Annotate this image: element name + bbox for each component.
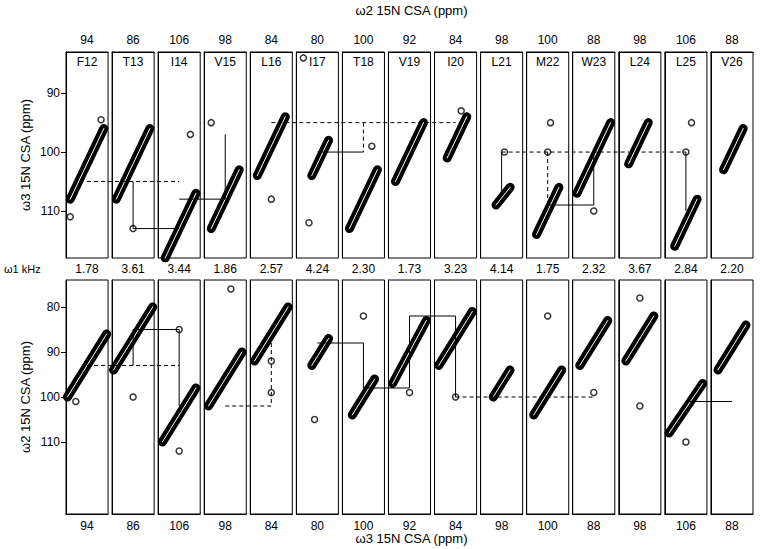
svg-text:100: 100 xyxy=(353,33,373,47)
svg-text:90: 90 xyxy=(47,345,61,359)
svg-text:T18: T18 xyxy=(353,55,374,69)
svg-text:ω2 15N CSA (ppm): ω2 15N CSA (ppm) xyxy=(18,341,33,453)
svg-text:2.20: 2.20 xyxy=(720,262,744,276)
svg-text:M22: M22 xyxy=(536,55,560,69)
svg-text:100: 100 xyxy=(538,519,558,533)
svg-text:92: 92 xyxy=(403,33,417,47)
svg-text:ω3 15N CSA (ppm): ω3 15N CSA (ppm) xyxy=(355,531,467,546)
svg-text:L16: L16 xyxy=(261,55,281,69)
svg-text:88: 88 xyxy=(587,33,601,47)
svg-text:3.67: 3.67 xyxy=(628,262,652,276)
svg-text:1.73: 1.73 xyxy=(398,262,422,276)
svg-text:88: 88 xyxy=(725,519,739,533)
svg-text:100: 100 xyxy=(40,145,60,159)
svg-text:86: 86 xyxy=(126,519,140,533)
svg-text:L25: L25 xyxy=(676,55,696,69)
svg-text:106: 106 xyxy=(169,519,189,533)
svg-text:80: 80 xyxy=(311,519,325,533)
svg-text:3.61: 3.61 xyxy=(121,262,145,276)
svg-text:110: 110 xyxy=(41,435,60,449)
svg-text:ω1 kHz: ω1 kHz xyxy=(4,263,41,275)
svg-text:ω2 15N CSA (ppm): ω2 15N CSA (ppm) xyxy=(355,3,467,18)
svg-text:98: 98 xyxy=(495,33,509,47)
svg-text:I17: I17 xyxy=(309,55,326,69)
svg-text:1.86: 1.86 xyxy=(214,262,238,276)
svg-text:84: 84 xyxy=(265,33,279,47)
svg-text:V15: V15 xyxy=(215,55,237,69)
svg-text:100: 100 xyxy=(353,519,374,533)
svg-text:80: 80 xyxy=(311,33,325,47)
svg-text:V26: V26 xyxy=(721,55,743,69)
svg-text:4.14: 4.14 xyxy=(490,262,514,276)
svg-text:2.84: 2.84 xyxy=(674,262,698,276)
svg-text:1.75: 1.75 xyxy=(536,262,560,276)
svg-text:84: 84 xyxy=(265,519,279,533)
svg-text:3.44: 3.44 xyxy=(167,262,191,276)
svg-text:1.78: 1.78 xyxy=(75,262,99,276)
svg-text:84: 84 xyxy=(449,33,463,47)
svg-text:80: 80 xyxy=(47,300,61,314)
svg-text:86: 86 xyxy=(126,33,140,47)
svg-text:2.57: 2.57 xyxy=(260,262,284,276)
svg-text:100: 100 xyxy=(538,33,558,47)
svg-text:84: 84 xyxy=(448,519,463,533)
svg-text:2.32: 2.32 xyxy=(582,262,606,276)
svg-text:98: 98 xyxy=(219,33,233,47)
svg-text:106: 106 xyxy=(676,33,696,47)
svg-text:98: 98 xyxy=(495,519,509,533)
svg-text:88: 88 xyxy=(725,33,739,47)
svg-text:106: 106 xyxy=(169,33,189,47)
svg-text:2.30: 2.30 xyxy=(352,262,376,276)
svg-text:3.23: 3.23 xyxy=(444,262,468,276)
svg-text:92: 92 xyxy=(402,519,417,533)
svg-text:ω3 15N CSA (ppm): ω3 15N CSA (ppm) xyxy=(18,99,33,211)
svg-text:110: 110 xyxy=(41,204,60,218)
svg-text:I20: I20 xyxy=(447,55,464,69)
svg-text:F12: F12 xyxy=(77,55,98,69)
svg-text:90: 90 xyxy=(47,86,61,100)
svg-text:100: 100 xyxy=(40,390,60,404)
svg-text:98: 98 xyxy=(633,33,647,47)
svg-text:W23: W23 xyxy=(581,55,606,69)
svg-text:T13: T13 xyxy=(123,55,144,69)
svg-text:L24: L24 xyxy=(630,55,650,69)
svg-text:98: 98 xyxy=(219,519,233,533)
svg-text:4.24: 4.24 xyxy=(306,262,330,276)
svg-text:I14: I14 xyxy=(171,55,188,69)
svg-text:98: 98 xyxy=(633,519,647,533)
svg-text:94: 94 xyxy=(80,519,94,533)
svg-text:94: 94 xyxy=(80,33,94,47)
svg-text:L21: L21 xyxy=(492,55,512,69)
svg-text:88: 88 xyxy=(587,519,601,533)
svg-text:106: 106 xyxy=(676,519,696,533)
svg-text:V19: V19 xyxy=(399,55,421,69)
